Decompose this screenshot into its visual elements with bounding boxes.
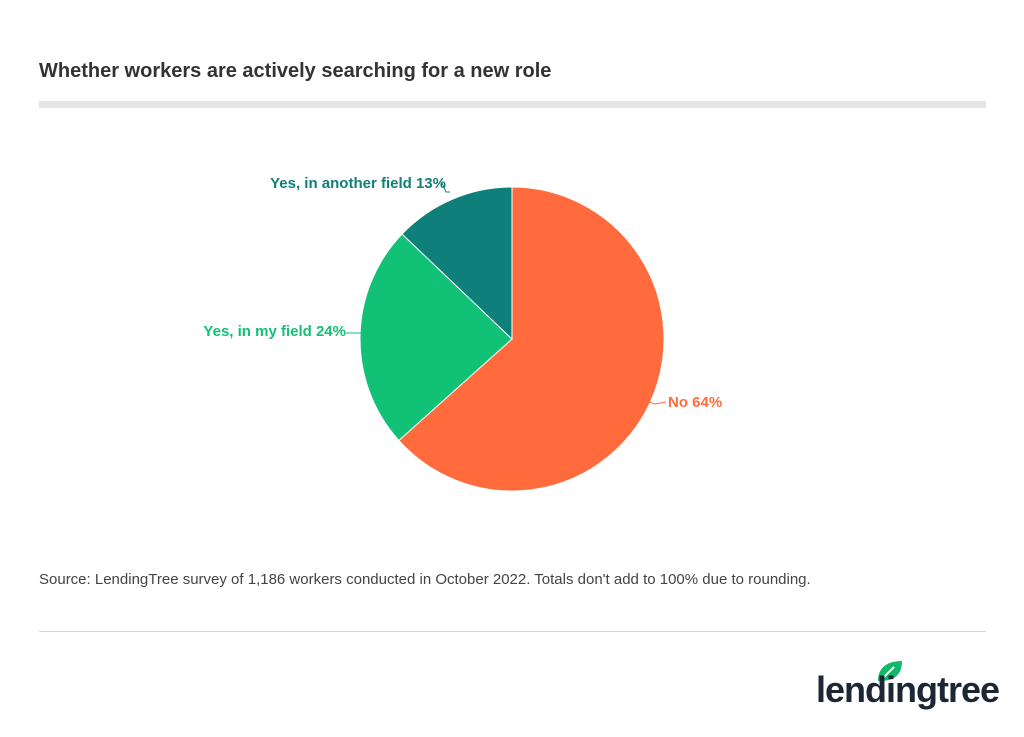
leader-line bbox=[641, 399, 667, 405]
pie-slice-no bbox=[398, 186, 665, 492]
lendingtree-logo: lendingtree bbox=[816, 655, 1000, 715]
data-label: Yes, in another field 13% bbox=[270, 175, 446, 192]
data-label: Yes, in my field 24% bbox=[203, 323, 346, 340]
footer-divider bbox=[39, 631, 986, 632]
pie-slice-yes-in-my-field bbox=[359, 233, 513, 442]
source-note: Source: LendingTree survey of 1,186 work… bbox=[39, 571, 811, 588]
title-divider bbox=[39, 101, 986, 108]
leader-line bbox=[441, 182, 450, 193]
logo-text: lendingtree bbox=[816, 669, 1000, 710]
data-label: No 64% bbox=[668, 394, 722, 411]
chart-title: Whether workers are actively searching f… bbox=[39, 60, 552, 82]
pie-slice-yes-in-another-field bbox=[401, 186, 513, 341]
